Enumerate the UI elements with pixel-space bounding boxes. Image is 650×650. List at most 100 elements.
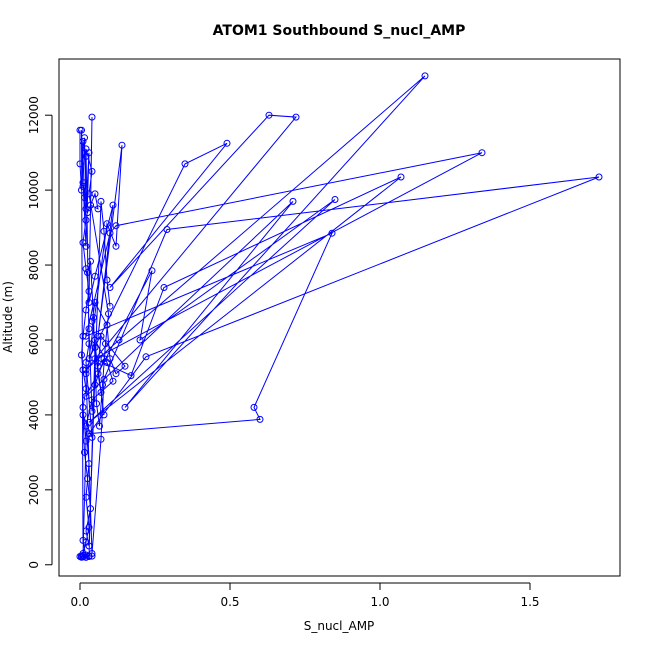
data-point bbox=[265, 111, 273, 119]
data-point bbox=[102, 340, 109, 348]
y-axis: 0 2000 4000 6000 8000 10000 12000 bbox=[27, 96, 53, 569]
data-point bbox=[79, 411, 87, 419]
data-point bbox=[85, 190, 93, 198]
data-point bbox=[78, 351, 85, 359]
y-tick-label: 0 bbox=[27, 561, 41, 569]
data-point bbox=[289, 197, 297, 205]
data-point bbox=[100, 227, 108, 235]
data-point bbox=[85, 325, 93, 333]
data-point bbox=[79, 182, 87, 190]
data-point bbox=[163, 226, 171, 233]
x-tick-label: 0.5 bbox=[220, 595, 239, 609]
data-point bbox=[223, 139, 231, 147]
data-point bbox=[82, 306, 90, 314]
x-tick-label: 1.0 bbox=[370, 595, 389, 609]
data-point bbox=[79, 332, 87, 340]
data-point bbox=[82, 359, 90, 366]
data-point bbox=[94, 205, 102, 213]
data-point bbox=[90, 314, 97, 321]
data-point bbox=[93, 400, 100, 408]
y-tick-label: 10000 bbox=[27, 171, 41, 209]
data-point bbox=[88, 407, 96, 415]
data-point bbox=[103, 276, 111, 284]
series-points bbox=[76, 72, 603, 561]
data-point bbox=[82, 152, 90, 160]
data-point bbox=[79, 403, 87, 411]
x-axis: 0.0 0.5 1.0 1.5 bbox=[70, 582, 540, 609]
series-lines bbox=[78, 75, 600, 559]
data-point bbox=[118, 141, 126, 149]
data-point bbox=[112, 222, 120, 230]
data-point bbox=[100, 411, 108, 419]
data-point bbox=[160, 284, 168, 291]
data-point bbox=[82, 493, 90, 501]
data-point bbox=[88, 167, 96, 175]
data-point bbox=[103, 321, 111, 329]
data-point bbox=[94, 370, 102, 378]
data-point bbox=[250, 403, 258, 411]
data-point bbox=[79, 239, 87, 247]
data-point bbox=[94, 362, 102, 370]
plot-frame bbox=[58, 58, 621, 577]
data-point bbox=[99, 381, 106, 389]
y-axis-label: Altitude (m) bbox=[1, 281, 15, 353]
data-point bbox=[82, 145, 90, 153]
data-point bbox=[112, 242, 120, 250]
data-point bbox=[88, 433, 96, 441]
data-point bbox=[82, 385, 90, 393]
data-point bbox=[81, 134, 88, 142]
y-tick-label: 8000 bbox=[27, 250, 41, 281]
data-point bbox=[100, 355, 108, 363]
data-point bbox=[97, 197, 105, 205]
data-point bbox=[397, 173, 405, 181]
data-point bbox=[148, 267, 156, 275]
data-point bbox=[82, 553, 90, 561]
data-point bbox=[421, 72, 429, 80]
data-point bbox=[79, 137, 87, 145]
data-point bbox=[81, 194, 88, 202]
data-point bbox=[256, 415, 264, 423]
data-point bbox=[97, 388, 105, 396]
data-point bbox=[84, 209, 91, 217]
data-point bbox=[87, 201, 94, 209]
data-point bbox=[79, 366, 87, 374]
y-tick-label: 6000 bbox=[27, 325, 41, 356]
data-point bbox=[91, 299, 99, 306]
data-point bbox=[478, 149, 486, 157]
data-point bbox=[79, 179, 87, 187]
data-point bbox=[136, 336, 144, 344]
data-point bbox=[106, 229, 114, 237]
data-point bbox=[82, 205, 90, 213]
data-point bbox=[181, 160, 189, 168]
data-point bbox=[82, 265, 90, 273]
data-point bbox=[112, 370, 120, 378]
data-point bbox=[97, 435, 105, 443]
data-point bbox=[88, 113, 96, 121]
data-point bbox=[91, 381, 99, 389]
data-point bbox=[115, 336, 123, 344]
data-point bbox=[82, 392, 90, 400]
data-point bbox=[595, 173, 603, 181]
data-point bbox=[292, 113, 300, 121]
chart-title: ATOM1 Southbound S_nucl_AMP bbox=[213, 23, 466, 39]
data-point bbox=[84, 269, 91, 276]
data-point bbox=[82, 422, 90, 430]
data-point bbox=[76, 160, 84, 168]
data-point bbox=[121, 403, 129, 411]
data-point bbox=[82, 366, 90, 374]
data-point bbox=[87, 505, 94, 513]
data-point bbox=[87, 257, 94, 265]
data-point bbox=[85, 340, 93, 348]
data-point bbox=[109, 377, 117, 385]
data-point bbox=[82, 332, 90, 340]
data-point bbox=[81, 448, 88, 456]
data-point bbox=[82, 527, 90, 535]
data-point bbox=[96, 422, 103, 430]
data-point bbox=[76, 126, 84, 134]
data-point bbox=[91, 344, 99, 351]
data-point bbox=[121, 362, 129, 370]
y-tick-label: 12000 bbox=[27, 96, 41, 134]
y-tick-label: 4000 bbox=[27, 400, 41, 431]
data-point bbox=[84, 475, 91, 483]
series-line bbox=[78, 75, 600, 559]
